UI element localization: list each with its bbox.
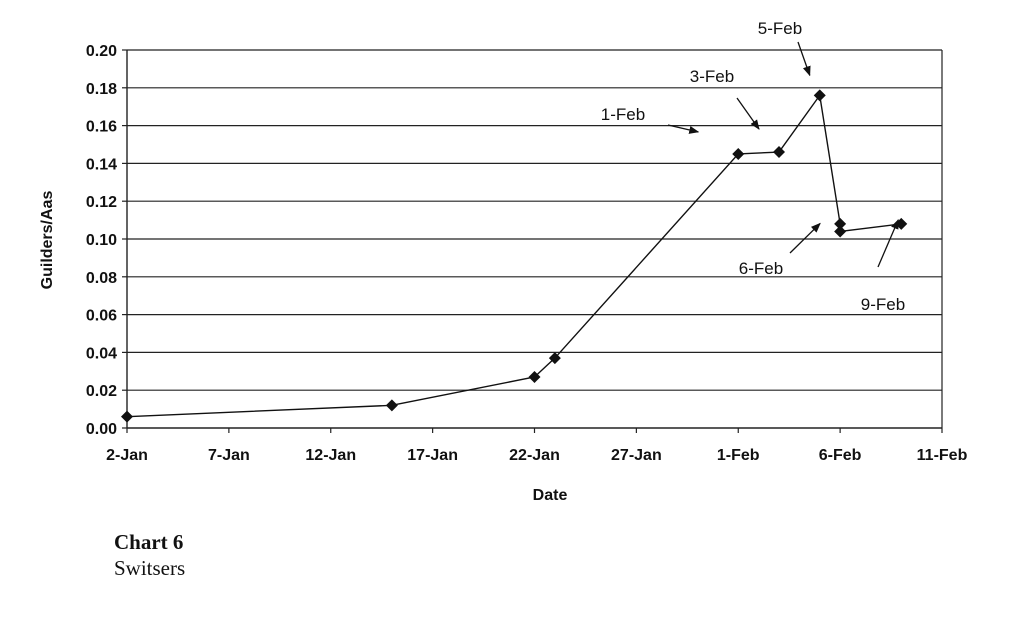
axes xyxy=(122,49,943,433)
y-tick-label: 0.18 xyxy=(86,81,117,98)
annotation-arrow xyxy=(797,41,811,77)
y-tick-label: 0.02 xyxy=(86,383,117,400)
y-tick-labels: 0.00 0.02 0.04 0.06 0.08 0.10 0.12 0.14 0.16 0.18… xyxy=(86,43,117,438)
y-tick-label: 0.14 xyxy=(86,156,117,173)
chart-caption-subtitle: Switsers xyxy=(114,556,186,580)
x-tick-label: 7-Jan xyxy=(208,447,250,464)
y-tick-label: 0.04 xyxy=(86,345,117,362)
x-axis-title: Date xyxy=(533,487,568,504)
gridlines xyxy=(127,49,942,391)
line-chart: 0.00 0.02 0.04 0.06 0.08 0.10 0.12 0.14 0.16 0.18… xyxy=(39,19,968,504)
data-point xyxy=(732,147,745,160)
x-tick-label: 17-Jan xyxy=(407,447,458,464)
y-tick-label: 0.12 xyxy=(86,194,117,211)
data-point xyxy=(548,352,561,365)
annotation-label: 3-Feb xyxy=(690,67,734,86)
data-point xyxy=(834,217,847,230)
y-tick-label: 0.06 xyxy=(86,308,117,325)
series-switsers xyxy=(121,89,908,423)
data-point xyxy=(121,410,133,423)
annotation-arrow xyxy=(877,218,899,268)
data-point xyxy=(385,399,398,412)
data-point xyxy=(813,89,826,102)
x-tick-label: 1-Feb xyxy=(717,447,760,464)
x-tick-label: 27-Jan xyxy=(611,447,662,464)
annotation-label: 9-Feb xyxy=(861,295,905,314)
x-tick-labels: 2-Jan 7-Jan 12-Jan 17-Jan 22-Jan 27-Jan 1-Feb 6… xyxy=(106,447,967,464)
y-tick-label: 0.08 xyxy=(86,270,117,287)
chart-caption-title: Chart 6 xyxy=(114,530,184,554)
annotation-label: 6-Feb xyxy=(739,259,783,278)
y-tick-label: 0.10 xyxy=(86,232,117,249)
annotation-label: 1-Feb xyxy=(601,105,645,124)
x-tick-label: 6-Feb xyxy=(819,447,862,464)
x-tick-label: 2-Jan xyxy=(106,447,148,464)
data-point xyxy=(834,225,847,238)
y-tick-label: 0.16 xyxy=(86,119,117,136)
annotations: 1-Feb 3-Feb 5-Feb 6-Feb 9-Feb xyxy=(601,19,905,314)
x-tick-label: 22-Jan xyxy=(509,447,560,464)
annotation-arrow xyxy=(789,222,821,254)
annotation-arrow xyxy=(736,97,760,130)
y-tick-label: 0.20 xyxy=(86,43,117,60)
annotation-label: 5-Feb xyxy=(758,19,802,38)
data-point xyxy=(773,146,785,159)
annotation-arrow xyxy=(667,124,700,134)
y-axis-title: Guilders/Aas xyxy=(39,191,56,290)
series-line xyxy=(126,93,902,418)
data-point xyxy=(528,370,541,383)
x-tick-label: 11-Feb xyxy=(917,447,968,464)
y-tick-label: 0.00 xyxy=(86,421,117,438)
x-tick-label: 12-Jan xyxy=(305,447,356,464)
